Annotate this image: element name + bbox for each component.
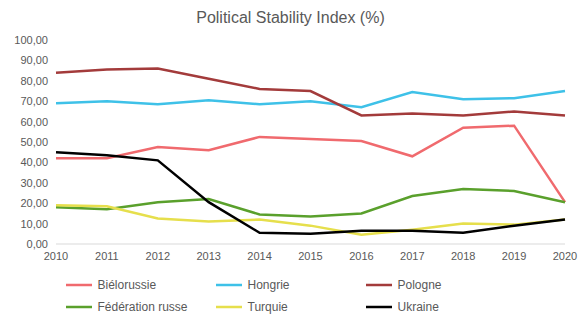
html-text:Turquie: Turquie xyxy=(247,300,288,314)
svg-text:60,00: 60,00 xyxy=(20,116,48,128)
svg-text:2011: 2011 xyxy=(95,250,119,262)
svg-text:80,00: 80,00 xyxy=(20,75,48,87)
svg-text:50,00: 50,00 xyxy=(20,136,48,148)
svg-text:40,00: 40,00 xyxy=(20,156,48,168)
svg-text:30,00: 30,00 xyxy=(20,177,48,189)
html-text:Political Stability Index (%): Political Stability Index (%) xyxy=(196,9,385,26)
svg-text:2017: 2017 xyxy=(400,250,424,262)
svg-text:90,00: 90,00 xyxy=(20,54,48,66)
svg-text:2020: 2020 xyxy=(553,250,577,262)
svg-text:20,00: 20,00 xyxy=(20,197,48,209)
svg-text:2014: 2014 xyxy=(247,250,271,262)
svg-text:10,00: 10,00 xyxy=(20,218,48,230)
svg-text:2018: 2018 xyxy=(451,250,475,262)
html-text:Fédération russe: Fédération russe xyxy=(97,300,188,314)
html-text:Pologne: Pologne xyxy=(397,278,442,292)
html-text:Biélorussie: Biélorussie xyxy=(97,278,157,292)
svg-text:2012: 2012 xyxy=(146,250,170,262)
html-text:Hongrie: Hongrie xyxy=(247,278,290,292)
html-text:Ukraine: Ukraine xyxy=(397,300,439,314)
svg-text:2016: 2016 xyxy=(349,250,373,262)
svg-text:70,00: 70,00 xyxy=(20,95,48,107)
svg-text:2015: 2015 xyxy=(298,250,322,262)
svg-text:2010: 2010 xyxy=(44,250,68,262)
svg-text:100,00: 100,00 xyxy=(14,34,48,46)
svg-text:2013: 2013 xyxy=(196,250,220,262)
svg-text:0,00: 0,00 xyxy=(27,238,48,250)
svg-text:2019: 2019 xyxy=(502,250,526,262)
